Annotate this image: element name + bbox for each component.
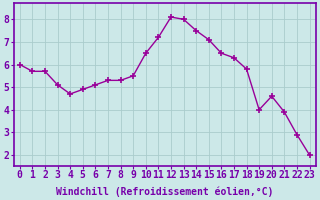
X-axis label: Windchill (Refroidissement éolien,°C): Windchill (Refroidissement éolien,°C) [56,186,273,197]
